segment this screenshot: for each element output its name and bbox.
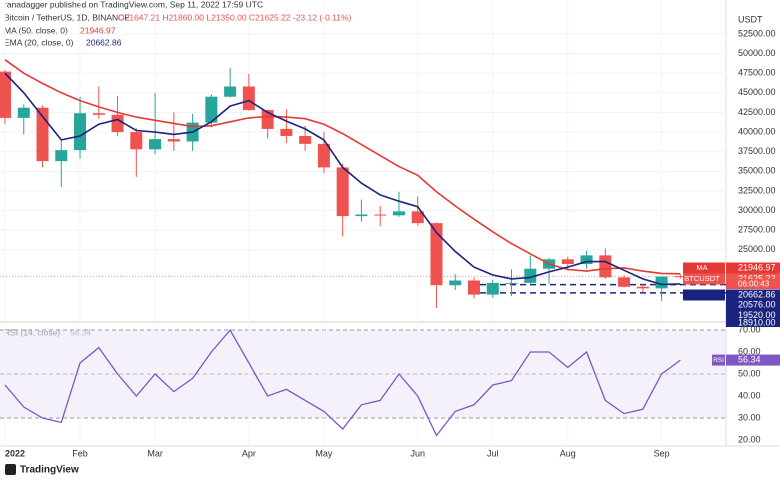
- price-tag-name: BTCUSDT: [684, 274, 720, 283]
- candle-body: [111, 114, 124, 133]
- candle-body: [74, 113, 87, 151]
- level-tag-value: 20576.00: [738, 299, 776, 309]
- y-tick-label: 50000.00: [738, 48, 776, 58]
- ema-value: 20662.86: [86, 37, 122, 47]
- candle-body: [449, 280, 462, 286]
- candle-body: [468, 280, 480, 295]
- candle-body: [130, 132, 143, 150]
- ma-legend: MA (50, close, 0): [4, 25, 68, 35]
- ema-legend: EMA (20, close, 0): [4, 37, 74, 47]
- candle-body: [0, 71, 11, 118]
- price-tag-value: 21625.22: [738, 273, 776, 283]
- candle-body: [55, 150, 68, 162]
- candle-body: [261, 110, 274, 129]
- rsi-tick-label: 70.00: [738, 324, 761, 334]
- price-tag-name: MA: [696, 263, 707, 272]
- x-tick-label: Apr: [242, 448, 256, 458]
- candle-body: [224, 86, 237, 97]
- x-tick-label: Sep: [654, 448, 670, 458]
- currency: USDT: [738, 14, 763, 24]
- candle-body: [430, 223, 443, 286]
- candle-body: [374, 214, 387, 216]
- rsi-tick-label: 40.00: [738, 390, 761, 400]
- logo: TradingView: [20, 465, 79, 476]
- indicator-line: [4, 59, 681, 275]
- candle-body: [17, 107, 30, 118]
- level-tag-value: 19520.00: [738, 310, 776, 320]
- candle-body: [299, 135, 312, 144]
- x-tick-label: Feb: [72, 448, 88, 458]
- rsi-tick-label: 60.00: [738, 346, 761, 356]
- x-tick-label: Aug: [560, 448, 576, 458]
- candle-body: [92, 113, 105, 115]
- candle-body: [355, 214, 368, 217]
- indicator-line: [4, 72, 681, 286]
- price-tag-value: 21946.97: [738, 262, 776, 272]
- candle-body: [411, 211, 424, 224]
- y-tick-label: 35000.00: [738, 166, 776, 176]
- candle-body: [636, 286, 649, 289]
- candle-body: [618, 277, 631, 287]
- y-tick-label: 52500.00: [738, 28, 776, 38]
- rsi-tick-label: 30.00: [738, 412, 761, 422]
- candle-body: [392, 211, 405, 216]
- y-tick-label: 25000.00: [738, 244, 776, 254]
- y-tick-label: 42500.00: [738, 107, 776, 117]
- y-tick-label: 47500.00: [738, 68, 776, 78]
- candle-body: [205, 96, 218, 123]
- price-tag-name-bg: [683, 262, 725, 274]
- rsi-name-bg: [712, 354, 725, 366]
- candle-body: [505, 282, 518, 284]
- y-tick-label: 30000.00: [738, 205, 776, 215]
- candle-body: [317, 143, 330, 168]
- ohlc: O21647.21 H21860.00 L21350.00 C21625.22 …: [118, 12, 351, 22]
- symbol: Bitcoin / TetherUS, 1D, BINANCE: [4, 12, 130, 22]
- rsi-tick-label: 20.00: [738, 434, 761, 444]
- x-tick-label: May: [315, 448, 333, 458]
- candle-body: [486, 282, 499, 295]
- rsi-tag-value: 56.34: [738, 354, 761, 364]
- level-tag-bg: [726, 310, 780, 321]
- timer-bg: [726, 279, 780, 289]
- candle-body: [242, 86, 255, 111]
- publisher: ranadagger published on TradingView.com,…: [4, 0, 263, 9]
- y-tick-label: 45000.00: [738, 87, 776, 97]
- x-tick-label: 2022: [5, 448, 25, 458]
- x-tick-label: Jun: [410, 448, 425, 458]
- rsi-line: [4, 328, 681, 437]
- candle-body: [336, 167, 349, 217]
- x-tick-label: Mar: [147, 448, 163, 458]
- cut-label: 18910.00: [738, 317, 776, 327]
- candle-body: [149, 139, 162, 150]
- price-tag-name-bg: [683, 289, 725, 301]
- rsi-tick-label: 50.00: [738, 368, 761, 378]
- level-tag-bg: [726, 299, 780, 311]
- ma-value: 21946.97: [80, 25, 116, 35]
- price-tag-bg: [726, 262, 780, 274]
- candle-body: [524, 268, 537, 283]
- candle-body: [580, 255, 593, 265]
- y-tick-label: 37500.00: [738, 146, 776, 156]
- candle-body: [599, 255, 612, 278]
- timer: 06:00:43: [738, 280, 770, 289]
- rsi-tag-bg: [726, 354, 780, 366]
- x-tick-label: Jul: [487, 448, 499, 458]
- y-tick-label: 27500.00: [738, 225, 776, 235]
- price-tag-bg: [726, 289, 780, 301]
- y-tick-label: 40000.00: [738, 126, 776, 136]
- cut-tag-bg: [726, 321, 780, 327]
- logo-icon: [5, 464, 16, 475]
- candle-body: [167, 139, 180, 142]
- candle-body: [561, 259, 574, 265]
- y-tick-label: 32500.00: [738, 185, 776, 195]
- rsi-tag-name: RSI: [713, 357, 724, 364]
- candle-body: [280, 128, 293, 136]
- price-tag-name-bg: [683, 273, 725, 285]
- candle-body: [674, 276, 687, 278]
- candle-body: [655, 276, 668, 289]
- price-tag-value: 20662.86: [738, 289, 776, 299]
